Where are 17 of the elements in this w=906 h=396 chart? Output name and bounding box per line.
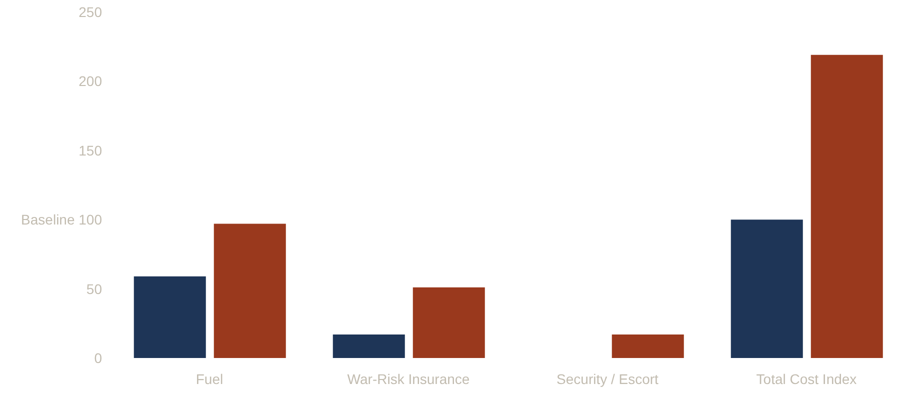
y-tick-label: 50 <box>86 280 102 297</box>
bar <box>134 276 206 358</box>
bar <box>412 287 485 358</box>
y-tick-label: 250 <box>78 4 102 20</box>
bar <box>810 54 883 358</box>
bar <box>612 334 684 358</box>
y-tick-label: 150 <box>78 142 102 158</box>
y-tick-label: 200 <box>78 73 102 90</box>
bar <box>332 334 405 358</box>
bar <box>214 224 286 358</box>
x-tick-label: War-Risk Insurance <box>347 370 470 387</box>
x-tick-label: Security / Escort <box>556 370 659 387</box>
y-tick-label: Baseline 100 <box>21 212 102 228</box>
bar <box>730 220 803 358</box>
x-tick-label: Total Cost Index <box>756 370 857 387</box>
y-tick-label: 0 <box>94 350 102 366</box>
x-tick-label: Fuel <box>196 370 224 387</box>
